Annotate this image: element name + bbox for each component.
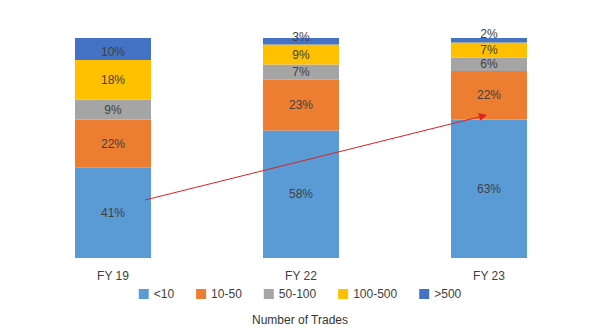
svg-text:18%: 18%: [101, 73, 125, 87]
svg-text:FY 19: FY 19: [97, 269, 129, 283]
svg-text:FY 23: FY 23: [473, 269, 505, 283]
svg-text:3%: 3%: [292, 30, 310, 44]
svg-text:63%: 63%: [477, 182, 501, 196]
svg-text:10%: 10%: [101, 45, 125, 59]
svg-text:10-50: 10-50: [211, 287, 242, 301]
svg-text:9%: 9%: [292, 48, 310, 62]
svg-text:9%: 9%: [104, 103, 122, 117]
svg-text:23%: 23%: [289, 98, 313, 112]
svg-text:100-500: 100-500: [353, 287, 397, 301]
svg-text:7%: 7%: [292, 65, 310, 79]
svg-text:22%: 22%: [101, 137, 125, 151]
svg-text:58%: 58%: [289, 187, 313, 201]
svg-text:22%: 22%: [477, 88, 501, 102]
svg-text:50-100: 50-100: [279, 287, 317, 301]
svg-text:Number of Trades: Number of Trades: [252, 313, 348, 327]
svg-text:6%: 6%: [480, 57, 498, 71]
svg-text:41%: 41%: [101, 206, 125, 220]
svg-text:7%: 7%: [480, 43, 498, 57]
svg-text:FY 22: FY 22: [285, 269, 317, 283]
svg-text:2%: 2%: [480, 27, 498, 41]
svg-text:<10: <10: [154, 287, 175, 301]
svg-text:>500: >500: [434, 287, 461, 301]
